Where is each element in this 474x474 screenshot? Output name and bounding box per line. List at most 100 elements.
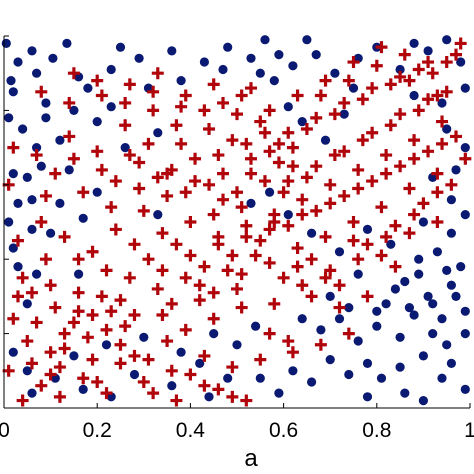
plus-point [142,137,155,150]
plus-point [263,145,276,158]
plus-point [86,309,99,321]
plus-point [7,141,20,154]
circle-point [442,124,452,134]
circle-point [101,340,112,350]
circle-point [446,195,456,205]
plus-point [319,271,332,284]
circle-point [386,239,396,249]
circle-point [8,169,18,179]
plus-point [314,338,327,351]
plus-point [436,115,449,128]
circle-point [74,269,84,279]
plus-point [361,238,374,251]
circle-point [288,366,298,376]
circle-point [353,336,363,346]
plus-point [366,82,379,95]
plus-point [263,256,276,269]
plus-point [63,96,76,109]
circle-point [307,377,317,387]
circle-point [423,291,433,301]
plus-point [258,126,271,139]
circle-point [414,254,424,264]
circle-point [307,228,317,238]
circle-point [139,332,149,342]
circle-point [223,373,233,383]
plus-point [207,312,220,325]
circle-point [320,135,331,145]
circle-point [325,291,335,301]
plus-point [277,271,290,284]
circle-point [251,321,261,331]
plus-point [249,249,262,262]
plus-point [254,115,267,128]
plus-point [67,316,80,329]
plus-point [226,134,239,147]
circle-point [22,299,32,309]
circle-point [372,306,382,316]
plus-point [403,182,416,195]
circle-point [153,210,163,220]
circle-point [13,262,23,272]
circle-point [451,165,461,175]
circle-point [31,68,42,78]
plus-point [347,216,360,228]
plus-point [109,175,122,188]
circle-point [297,314,307,324]
plus-point [282,126,295,139]
circle-point [418,396,428,406]
x-tick-labels: 0 0.2 0.4 0.6 0.8 1 [0,419,474,442]
plus-point [105,201,118,214]
plus-point [366,126,379,139]
circle-point [167,46,177,56]
plus-point [30,316,43,329]
plus-point [203,178,216,191]
circle-point [442,340,452,350]
plus-point [44,346,57,359]
plus-point [366,175,379,188]
circle-point [390,284,400,294]
plus-point [142,353,155,366]
plus-point [231,282,243,295]
circle-point [460,329,470,339]
circle-point [55,198,65,208]
plus-point [170,119,183,132]
circle-point [106,102,116,112]
plus-point [53,390,66,403]
plot-area [1,35,472,407]
circle-point [428,299,438,309]
plus-point [128,309,141,321]
plus-point [450,48,463,61]
plus-point [21,335,34,348]
circle-point [353,269,363,279]
circle-point [27,195,37,205]
plus-point [384,119,397,132]
plus-point [370,59,383,72]
plus-point [375,249,388,262]
circle-point [428,329,438,339]
circle-point [409,38,419,49]
plus-point [203,123,216,135]
plus-point [137,204,150,217]
plus-point [72,286,85,299]
circle-point [18,124,28,134]
plus-point [310,204,323,217]
circle-point [246,198,256,208]
plus-point [328,108,341,121]
plus-point [403,74,416,87]
plus-point [212,383,225,396]
circle-point [362,392,373,402]
plus-point [403,227,416,240]
plus-point [328,149,341,162]
plus-point [39,253,52,266]
circle-point [27,46,37,56]
circle-point [8,243,18,253]
circle-point [395,332,405,342]
plus-point [361,290,374,303]
plus-point [342,74,355,87]
plus-point [324,197,337,210]
axes [3,35,471,409]
plus-point [198,379,211,392]
plus-point [2,364,15,377]
plus-point [147,85,160,98]
plus-point [30,149,43,162]
